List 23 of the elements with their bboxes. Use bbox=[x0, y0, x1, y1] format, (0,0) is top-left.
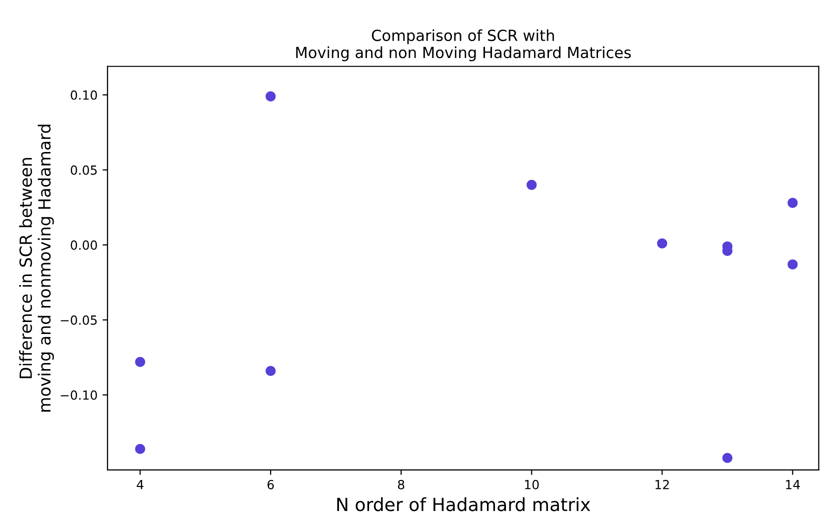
y-tick-label: −0.05 bbox=[60, 315, 97, 325]
point bbox=[788, 259, 798, 270]
point bbox=[135, 356, 146, 368]
point bbox=[266, 91, 276, 102]
x-tick-label: 6 bbox=[268, 480, 274, 490]
y-tick-label: −0.10 bbox=[60, 390, 97, 400]
x-tick-label: 12 bbox=[656, 480, 669, 490]
x-tick-label: 4 bbox=[136, 480, 144, 490]
x-tick-label: 8 bbox=[398, 480, 404, 490]
point bbox=[135, 444, 146, 454]
y-tick-label: 0.10 bbox=[70, 90, 97, 100]
x-tick-label: 14 bbox=[786, 480, 800, 490]
y-tick-label: 0.05 bbox=[70, 165, 97, 175]
y-tick-label: 0.00 bbox=[70, 240, 97, 250]
point bbox=[266, 366, 276, 376]
x-tick-label: 10 bbox=[525, 480, 539, 490]
point bbox=[722, 452, 732, 464]
point bbox=[657, 238, 668, 248]
point bbox=[788, 198, 798, 208]
point bbox=[526, 180, 537, 190]
x-axis-title: N order of Hadamard matrix bbox=[337, 497, 590, 512]
chart-title: Comparison of SCR with Moving and non Moving Hadamard Matrices bbox=[296, 29, 631, 62]
y-axis-title: Difference in SCR between moving and nonmoving Hadamard bbox=[19, 124, 54, 412]
